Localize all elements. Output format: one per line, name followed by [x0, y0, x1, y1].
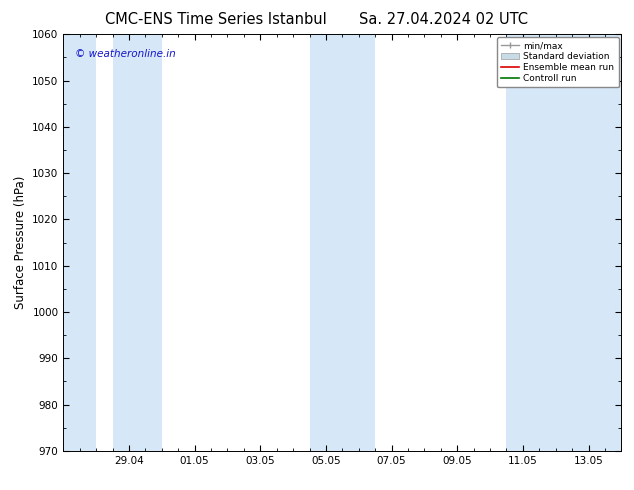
Text: Sa. 27.04.2024 02 UTC: Sa. 27.04.2024 02 UTC — [359, 12, 528, 27]
Y-axis label: Surface Pressure (hPa): Surface Pressure (hPa) — [14, 176, 27, 309]
Bar — [63, 34, 96, 451]
Bar — [309, 34, 375, 451]
Bar — [113, 34, 162, 451]
Legend: min/max, Standard deviation, Ensemble mean run, Controll run: min/max, Standard deviation, Ensemble me… — [497, 37, 619, 87]
Bar — [507, 34, 621, 451]
Text: © weatheronline.in: © weatheronline.in — [75, 49, 176, 59]
Text: CMC-ENS Time Series Istanbul: CMC-ENS Time Series Istanbul — [105, 12, 327, 27]
